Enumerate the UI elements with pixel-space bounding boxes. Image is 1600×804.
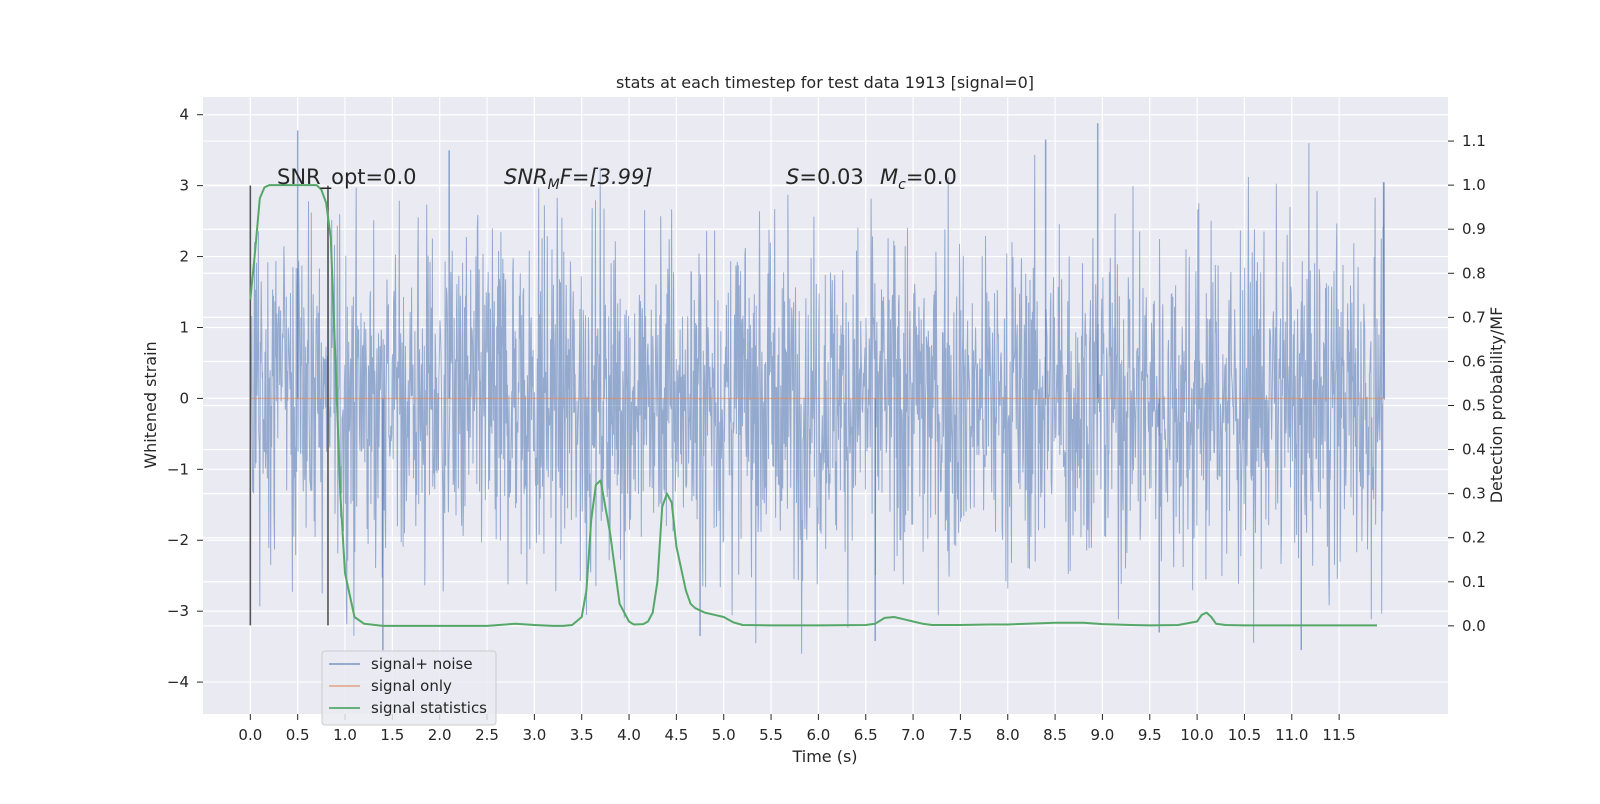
legend-label-signal-statistics: signal statistics	[371, 699, 487, 717]
x-tick-label: 4.5	[664, 726, 688, 744]
x-tick-label: 3.0	[522, 726, 546, 744]
x-tick-label: 9.0	[1091, 726, 1115, 744]
tick-layer: 0.0 0.5 1.0 1.5 2.0 2.5 3.0 3.5 4.0 4.5 5.0 5.5 6.0 6…	[167, 106, 1486, 744]
series-line-signal-statistics	[249, 184, 1377, 627]
x-tick-label: 4.0	[617, 726, 641, 744]
x-tick-label: 3.5	[570, 726, 594, 744]
x-tick-label: 9.5	[1138, 726, 1162, 744]
window-markers-layer	[249, 185, 329, 626]
annotation-snr-mf-rest: F=[3.99]	[560, 165, 653, 189]
signal-statistics-layer	[249, 184, 1377, 627]
x-tick-label: 11.0	[1275, 726, 1308, 744]
y-tick-label: 2	[179, 248, 189, 266]
series-line-signal-noise	[249, 143, 1386, 654]
x-tick-label: 1.0	[333, 726, 357, 744]
x-tick-label: 2.5	[475, 726, 499, 744]
x-tick-label: 5.5	[759, 726, 783, 744]
x-tick-label: 10.5	[1228, 726, 1261, 744]
annotation-snr-opt: SNR_opt=0.0	[277, 165, 417, 190]
annotation-s-rest: =0.03	[799, 165, 863, 189]
y-axis-label-right: Detection probability/MF	[1487, 307, 1506, 504]
y-tick-label: −2	[167, 531, 189, 549]
y-right-tick-label: 0.9	[1462, 220, 1486, 238]
noise-series-layer	[249, 123, 1386, 654]
y-right-tick-label: 0.4	[1462, 441, 1486, 459]
annotations: SNR_opt=0.0 SNRMF=[3.99] S=0.03 Mc=0.0	[277, 165, 957, 193]
x-tick-label: 11.5	[1322, 726, 1355, 744]
annotation-mc: Mc=0.0	[880, 165, 957, 193]
y-axis-label: Whitened strain	[141, 341, 160, 468]
y-tick-label: 0	[179, 389, 189, 407]
y-tick-label: 3	[179, 177, 189, 195]
x-tick-label: 0.5	[286, 726, 310, 744]
y-right-tick-label: 0.2	[1462, 529, 1486, 547]
x-tick-label: 5.0	[712, 726, 736, 744]
annotation-snr-mf-sub: M	[548, 177, 560, 193]
annotation-s-main: S	[786, 165, 799, 189]
x-tick-label: 1.5	[380, 726, 404, 744]
legend-label-signal-only: signal only	[371, 677, 452, 695]
y-tick-label: 4	[179, 106, 189, 124]
annotation-snr-mf-main: SNR	[504, 165, 548, 189]
x-axis-label: Time (s)	[791, 747, 857, 766]
annotation-mc-main: M	[880, 165, 898, 189]
y-right-tick-label: 0.5	[1462, 397, 1486, 415]
y-tick-label: 1	[179, 318, 189, 336]
legend-label-signal-noise: signal+ noise	[371, 655, 473, 673]
y-right-tick-label: 1.0	[1462, 176, 1486, 194]
annotation-mc-sub: c	[898, 177, 906, 193]
y-right-tick-label: 0.7	[1462, 308, 1486, 326]
x-tick-label: 10.0	[1180, 726, 1213, 744]
x-tick-label: 0.0	[238, 726, 262, 744]
chart-title: stats at each timestep for test data 191…	[616, 73, 1034, 92]
y-tick-label: −1	[167, 460, 189, 478]
annotation-s: S=0.03	[786, 165, 864, 189]
y-right-tick-label: 0.3	[1462, 485, 1486, 503]
x-tick-label: 8.5	[1043, 726, 1067, 744]
y-right-tick-label: 0.6	[1462, 352, 1486, 370]
y-right-tick-label: 1.1	[1462, 132, 1486, 150]
x-tick-label: 7.5	[948, 726, 972, 744]
annotation-snr-mf: SNRMF=[3.99]	[504, 165, 653, 193]
y-right-tick-label: 0.0	[1462, 617, 1486, 635]
y-right-tick-label: 0.1	[1462, 573, 1486, 591]
y-right-tick-label: 0.8	[1462, 264, 1486, 282]
y-tick-label: −3	[167, 602, 189, 620]
x-tick-label: 6.0	[806, 726, 830, 744]
annotation-mc-rest: =0.0	[906, 165, 957, 189]
x-tick-label: 8.0	[996, 726, 1020, 744]
legend: signal+ noise signal only signal statist…	[321, 650, 497, 726]
x-tick-label: 6.5	[854, 726, 878, 744]
legend-box	[321, 650, 497, 726]
x-tick-label: 7.0	[901, 726, 925, 744]
y-tick-label: −4	[167, 673, 189, 691]
x-tick-label: 2.0	[428, 726, 452, 744]
